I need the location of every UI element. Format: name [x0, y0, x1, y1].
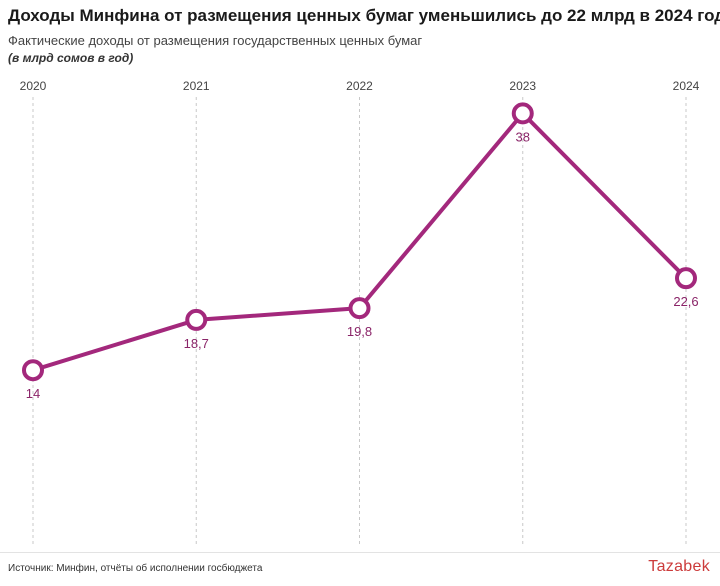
data-labels: 14 18,7 19,8 38 22,6 [26, 129, 699, 401]
data-point-2024 [675, 267, 697, 290]
chart-title: Доходы Минфина от размещения ценных бума… [8, 6, 720, 25]
x-axis-ticks: 2020 2021 2022 2023 2024 [20, 79, 700, 93]
x-tick-label: 2022 [346, 79, 373, 93]
data-point-2020 [22, 359, 44, 382]
data-label-2020: 14 [26, 386, 40, 401]
chart-subtitle: Фактические доходы от размещения государ… [8, 33, 423, 48]
data-label-2024: 22,6 [673, 294, 698, 309]
brand-logo: Tazabek [648, 558, 710, 575]
series-markers [22, 102, 697, 382]
x-tick-label: 2024 [673, 79, 700, 93]
data-point-2021 [185, 308, 208, 331]
data-label-2023: 38 [516, 129, 530, 144]
gridlines [32, 97, 687, 545]
data-label-2021: 18,7 [184, 336, 209, 351]
chart-units: (в млрд сомов в год) [8, 51, 134, 65]
footer-divider [0, 552, 720, 553]
x-tick-label: 2023 [509, 79, 536, 93]
data-point-2022 [348, 297, 371, 320]
source-note: Источник: Минфин, отчёты об исполнении г… [8, 563, 263, 574]
x-tick-label: 2020 [20, 79, 47, 93]
data-point-2023 [511, 102, 534, 125]
data-label-2022: 19,8 [347, 324, 372, 339]
x-tick-label: 2021 [183, 79, 210, 93]
